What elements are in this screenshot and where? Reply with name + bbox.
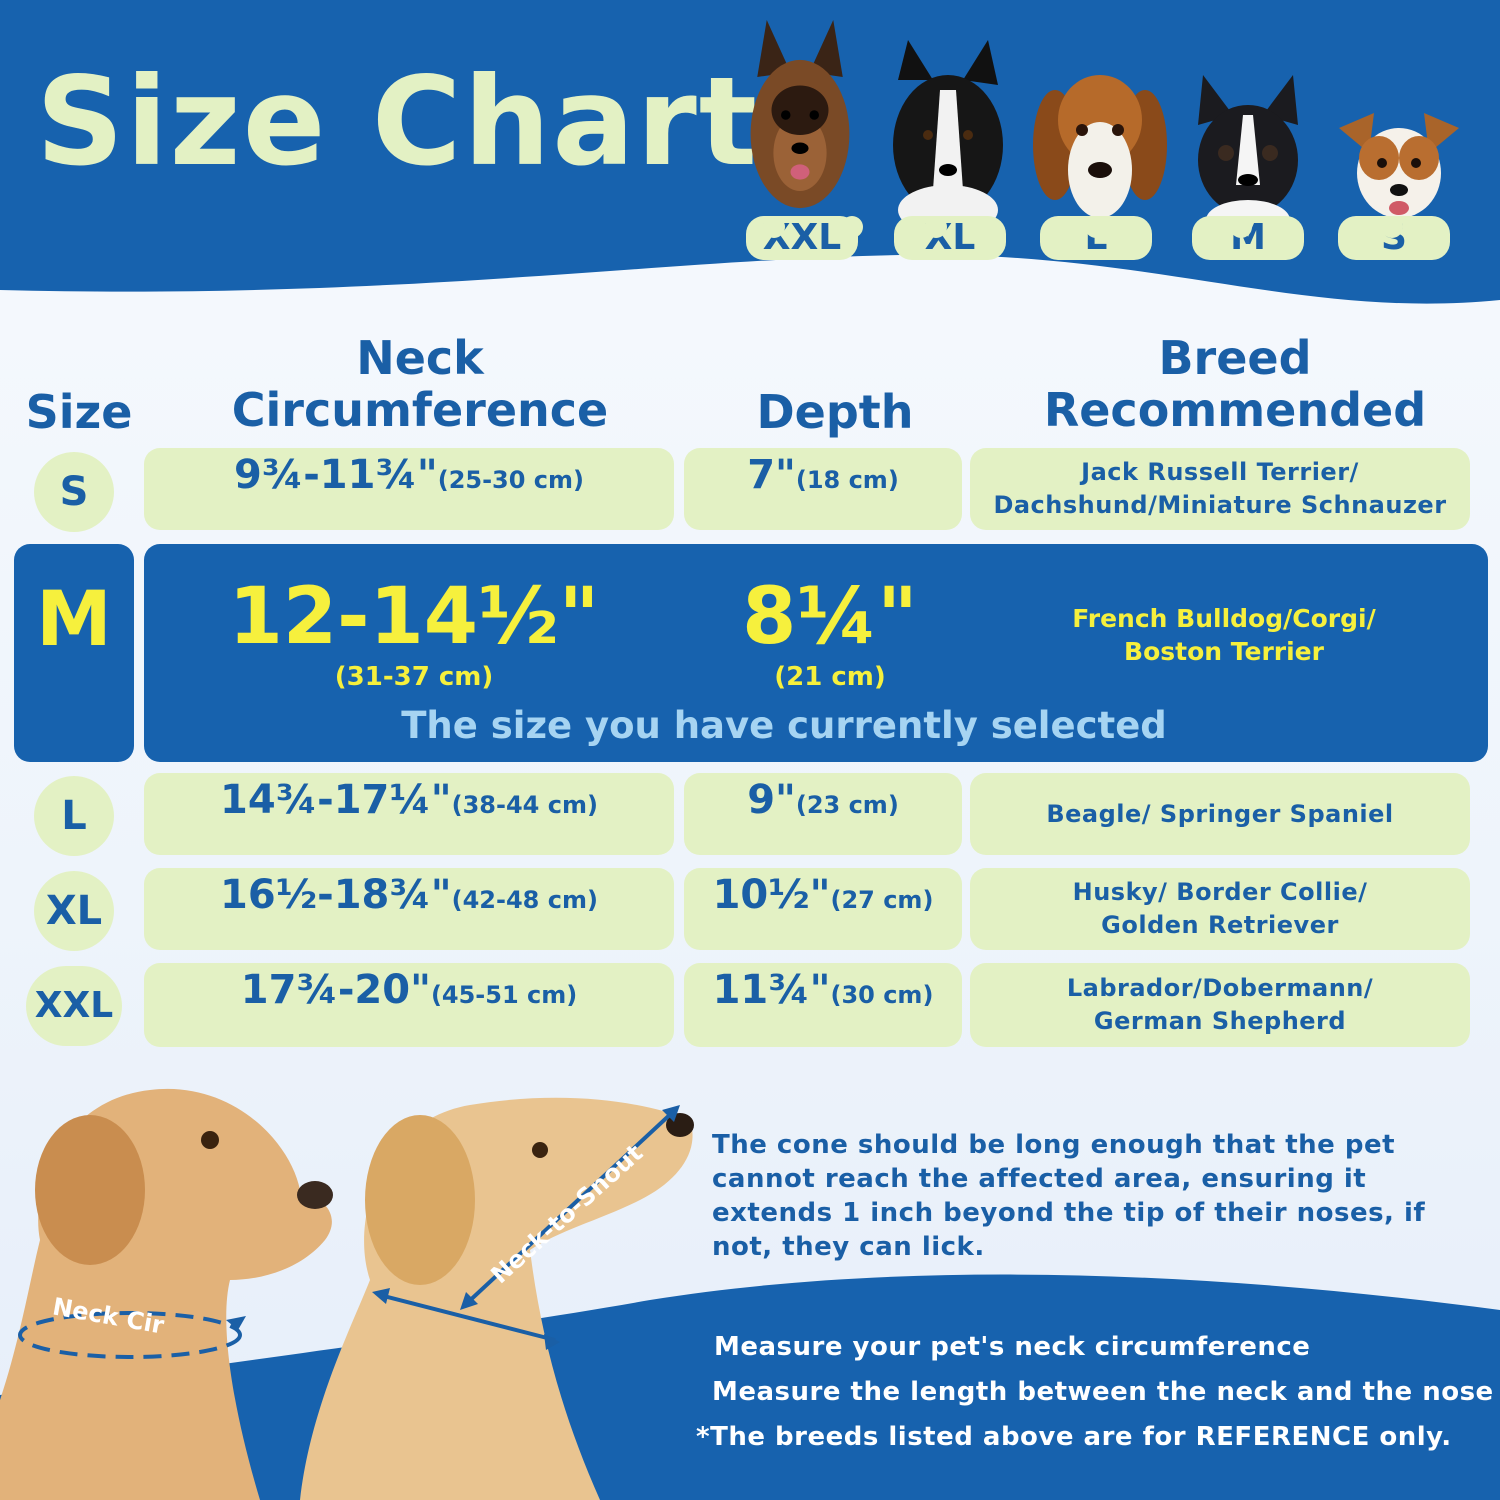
header-breed-line1: Breed <box>1158 331 1312 385</box>
depth-value-s: 7" <box>747 452 796 498</box>
size-badge-xl: XL <box>34 871 114 951</box>
size-badge-m-selected: M <box>14 544 134 762</box>
neck-cm-l: (38-44 cm) <box>451 791 598 819</box>
neck-cell-xxl: 17¾-20" (45-51 cm) <box>144 963 674 1047</box>
dog-size-row: XXL XL L <box>740 20 1480 280</box>
tip-neck-circumference: Measure your pet's neck circumference <box>714 1332 1311 1362</box>
depth-cell-xxl: 11¾" (30 cm) <box>684 963 962 1047</box>
neck-value-s: 9¾-11¾" <box>233 452 438 498</box>
breed-cell-l: Beagle/ Springer Spaniel <box>970 773 1470 855</box>
depth-value-m: 8¼" <box>742 572 918 662</box>
size-badge-l: L <box>34 776 114 856</box>
neck-value-l: 14¾-17¼" <box>220 777 452 823</box>
breed-cell-m: French Bulldog/Corgi/ Boston Terrier <box>974 602 1474 668</box>
depth-cell-l: 9" (23 cm) <box>684 773 962 855</box>
size-bone-xl: XL <box>894 216 1006 260</box>
header-depth: Depth <box>756 385 914 439</box>
depth-cm-xl: (27 cm) <box>830 886 934 914</box>
header-neck: Neck Circumference <box>180 332 660 436</box>
neck-cm-xxl: (45-51 cm) <box>430 981 578 1009</box>
size-bone-s: S <box>1338 216 1450 260</box>
neck-cm-xl: (42-48 cm) <box>451 886 598 914</box>
size-badge-xxl: XXL <box>26 966 122 1046</box>
tip-neck-to-nose: Measure the length between the neck and … <box>712 1377 1494 1407</box>
neck-value-xxl: 17¾-20" <box>240 967 431 1013</box>
depth-value-xl: 10½" <box>712 872 831 918</box>
selected-size-notice: The size you have currently selected <box>401 704 1167 747</box>
boston-terrier-icon <box>1198 75 1298 240</box>
neck-value-m: 12-14½" <box>228 572 600 662</box>
header-breed-line2: Recommended <box>1043 383 1427 437</box>
dog-s: S <box>1334 108 1459 260</box>
neck-cell-l: 14¾-17¼" (38-44 cm) <box>144 773 674 855</box>
measuring-dogs-illustration <box>0 1088 694 1500</box>
breed-cell-s: Jack Russell Terrier/ Dachshund/Miniatur… <box>970 448 1470 530</box>
header-breed: Breed Recommended <box>985 332 1485 436</box>
size-bone-m: M <box>1192 216 1304 260</box>
page-title: Size Chart <box>36 51 760 193</box>
neck-cm-m: (31-37 cm) <box>334 662 494 692</box>
breed-line2-xl: Golden Retriever <box>1101 911 1339 939</box>
breed-line2-m: Boston Terrier <box>1124 637 1324 666</box>
size-badge-s: S <box>34 452 114 532</box>
cone-length-note: The cone should be long enough that the … <box>712 1130 1426 1262</box>
depth-cell-xl: 10½" (27 cm) <box>684 868 962 950</box>
border-collie-icon <box>893 40 1003 235</box>
tip-reference-disclaimer: *The breeds listed above are for REFEREN… <box>696 1422 1452 1452</box>
breed-line1-m: French Bulldog/Corgi/ <box>1072 604 1376 633</box>
depth-value-xxl: 11¾" <box>712 967 831 1013</box>
header-neck-line2: Circumference <box>231 383 609 437</box>
depth-cell-m: 8¼" (21 cm) <box>700 572 960 692</box>
selected-row-m: 12-14½" (31-37 cm) 8¼" (21 cm) French Bu… <box>144 544 1488 762</box>
size-bone-xxl: XXL <box>746 216 864 260</box>
depth-value-l: 9" <box>747 777 796 823</box>
breed-line2-xxl: German Shepherd <box>1093 1007 1347 1035</box>
depth-cm-m: (21 cm) <box>774 662 886 692</box>
neck-cell-s: 9¾-11¾" (25-30 cm) <box>144 448 674 530</box>
depth-cell-s: 7" (18 cm) <box>684 448 962 530</box>
neck-cm-s: (25-30 cm) <box>437 466 585 494</box>
dog-l: L <box>1030 60 1167 260</box>
breed-cell-xxl: Labrador/Dobermann/ German Shepherd <box>970 963 1470 1047</box>
breed-line1-xl: Husky/ Border Collie/ <box>1072 878 1368 906</box>
neck-cell-xl: 16½-18¾" (42-48 cm) <box>144 868 674 950</box>
dog-m: M <box>1188 75 1308 260</box>
beagle-icon <box>1033 75 1167 218</box>
breed-line2-s: Dachshund/Miniature Schnauzer <box>993 491 1447 519</box>
depth-cm-l: (23 cm) <box>795 791 899 819</box>
depth-cm-xxl: (30 cm) <box>830 981 934 1009</box>
breed-line1-xxl: Labrador/Dobermann/ <box>1066 974 1374 1002</box>
breed-line1-l: Beagle/ Springer Spaniel <box>1046 799 1394 828</box>
header-size: Size <box>25 385 133 439</box>
dog-xxl: XXL <box>740 20 864 260</box>
size-bone-l: L <box>1040 216 1152 260</box>
breed-cell-xl: Husky/ Border Collie/ Golden Retriever <box>970 868 1470 950</box>
neck-value-xl: 16½-18¾" <box>220 872 452 918</box>
breed-line1-s: Jack Russell Terrier/ <box>1081 458 1359 486</box>
german-shepherd-icon <box>750 20 850 209</box>
header-neck-line1: Neck <box>356 331 484 385</box>
jack-russell-icon <box>1339 113 1459 218</box>
depth-cm-s: (18 cm) <box>795 466 899 494</box>
dog-xl: XL <box>888 40 1008 260</box>
neck-cell-m: 12-14½" (31-37 cm) <box>204 572 624 692</box>
